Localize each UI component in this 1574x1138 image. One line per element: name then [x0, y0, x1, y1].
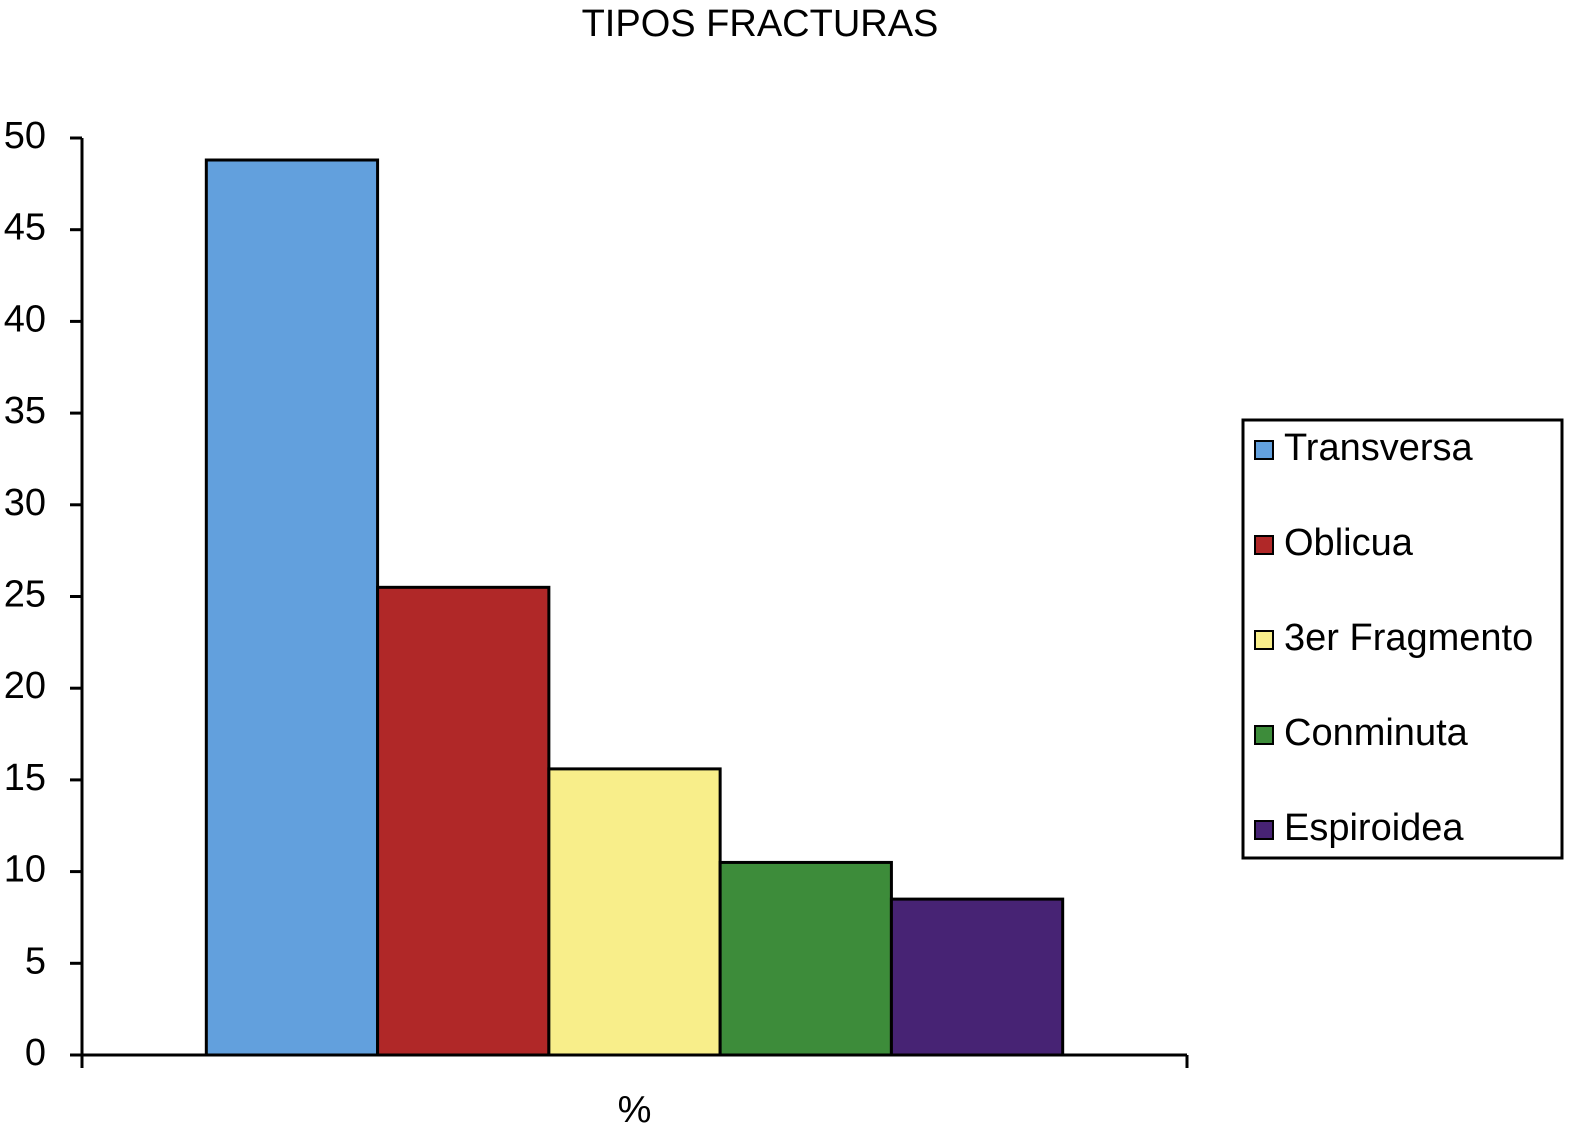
y-tick-label: 35: [4, 390, 46, 432]
y-tick-label: 40: [4, 298, 46, 340]
legend-swatch: [1254, 725, 1274, 745]
y-tick-label: 15: [4, 757, 46, 799]
legend: [1241, 418, 1564, 860]
y-tick-label: 25: [4, 574, 46, 616]
legend-label: Espiroidea: [1284, 807, 1464, 849]
y-tick-label: 30: [4, 482, 46, 524]
legend-swatch: [1254, 440, 1274, 460]
legend-label: Oblicua: [1284, 522, 1414, 564]
legend-label: Conminuta: [1284, 712, 1469, 754]
bar: [204, 158, 380, 1057]
bar: [547, 767, 722, 1057]
chart-title: TIPOS FRACTURAS: [582, 3, 939, 45]
y-tick-label: 50: [4, 115, 46, 157]
bar: [718, 860, 893, 1057]
legend-swatch: [1254, 535, 1274, 555]
y-tick-label: 10: [4, 849, 46, 891]
bar: [889, 897, 1065, 1057]
legend-label: Transversa: [1284, 427, 1474, 469]
y-tick-label: 45: [4, 207, 46, 249]
legend-swatch: [1254, 630, 1274, 650]
legend-label: 3er Fragmento: [1284, 617, 1533, 659]
y-tick-label: 20: [4, 665, 46, 707]
y-tick-label: 5: [25, 940, 46, 982]
y-tick-label: 0: [25, 1032, 46, 1074]
bar: [376, 585, 551, 1057]
x-tick-label: %: [618, 1089, 652, 1131]
legend-swatch: [1254, 820, 1274, 840]
